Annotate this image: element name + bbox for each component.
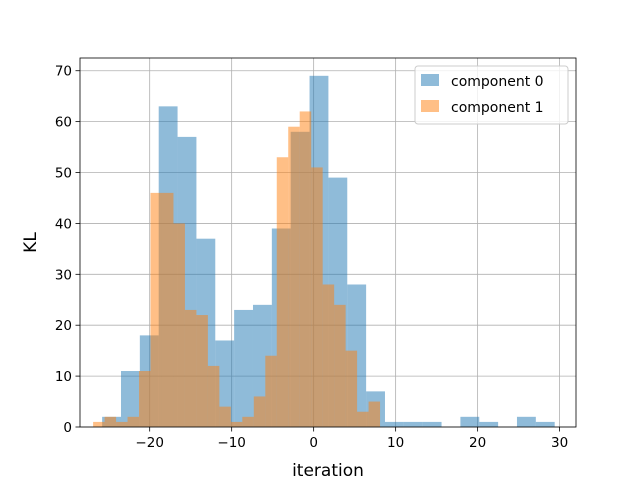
bar-series-0	[422, 421, 442, 427]
y-tick-label: 20	[55, 318, 72, 334]
bar-series-1	[265, 355, 277, 427]
x-tick-label: 30	[551, 435, 568, 451]
bar-series-1	[368, 401, 381, 427]
bar-series-1	[345, 350, 358, 427]
y-tick-label: 50	[55, 166, 72, 182]
y-tick-label: 60	[55, 115, 72, 131]
legend-label: component 0	[451, 74, 544, 90]
y-tick-label: 0	[63, 420, 72, 436]
bar-series-1	[184, 309, 197, 427]
bar-series-0	[234, 309, 253, 427]
bar-series-1	[219, 406, 231, 427]
bar-series-1	[334, 304, 346, 427]
bar-series-0	[479, 421, 499, 427]
bar-series-1	[288, 126, 300, 428]
bar-series-1	[139, 371, 151, 427]
bar-series-0	[215, 340, 235, 427]
bar-series-0	[460, 416, 480, 427]
ticks: −20 −10 0 10 20 30 0 10 20 30 40 50 60 70	[55, 64, 568, 451]
bar-series-1	[161, 192, 174, 427]
y-tick-label: 40	[55, 216, 72, 232]
bar-series-1	[242, 416, 254, 427]
legend-swatch	[421, 74, 439, 86]
bar-series-1	[299, 111, 312, 427]
x-axis-label: iteration	[292, 461, 364, 480]
x-tick-label: 0	[309, 435, 318, 451]
legend-box	[414, 65, 569, 125]
bar-series-1	[230, 421, 243, 427]
bar-series-0	[403, 421, 423, 427]
x-tick-label: 10	[387, 435, 404, 451]
x-tick-label: −10	[217, 435, 246, 451]
x-tick-label: −20	[135, 435, 164, 451]
x-tick-label: 20	[469, 435, 486, 451]
bar-series-1	[150, 192, 162, 427]
bar-series-1	[127, 416, 140, 427]
bar-series-1	[322, 284, 335, 427]
bar-series-0	[516, 416, 536, 427]
y-tick-label: 30	[55, 267, 72, 283]
bar-series-1	[93, 421, 105, 427]
bar-series-1	[116, 421, 128, 427]
bar-series-1	[311, 167, 323, 427]
y-tick-label: 10	[55, 369, 72, 385]
y-axis-label: KL	[21, 232, 41, 253]
legend-label: component 1	[451, 100, 544, 116]
bar-series-0	[535, 421, 555, 427]
bar-series-0	[120, 371, 140, 427]
bar-series-1	[276, 157, 289, 427]
bar-series-1	[253, 396, 266, 427]
bar-series-1	[357, 411, 369, 427]
bars	[93, 75, 555, 428]
bar-series-1	[104, 416, 117, 427]
axes-frame	[79, 57, 577, 428]
legend-swatch	[421, 100, 439, 112]
bar-series-1	[173, 223, 185, 427]
legend: component 0 component 1	[414, 65, 569, 125]
bar-series-1	[207, 365, 220, 427]
y-tick-label: 70	[55, 64, 72, 80]
plot-frame	[79, 57, 577, 428]
bar-series-1	[196, 315, 208, 427]
bar-series-0	[384, 421, 404, 427]
